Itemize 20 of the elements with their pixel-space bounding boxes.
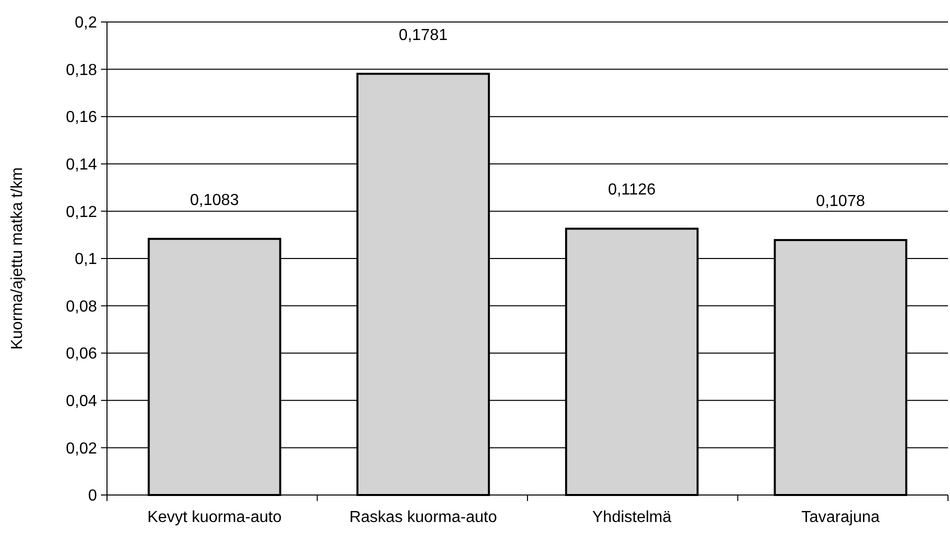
x-tick-label: Raskas kuorma-auto bbox=[349, 509, 498, 526]
x-tick-label: Yhdistelmä bbox=[592, 509, 672, 526]
y-tick-label: 0,2 bbox=[74, 14, 98, 32]
y-tick-label: 0,12 bbox=[66, 204, 98, 221]
y-axis-title: Kuorma/ajettu matka t/km bbox=[9, 167, 26, 350]
data-label: 0,1126 bbox=[608, 182, 656, 199]
y-tick-label: 0 bbox=[88, 488, 98, 505]
y-tick-label: 0,02 bbox=[66, 440, 98, 458]
y-tick-label: 0,04 bbox=[66, 393, 98, 410]
data-label: 0,1078 bbox=[816, 193, 866, 210]
x-tick-label: Kevyt kuorma-auto bbox=[147, 509, 282, 526]
data-label: 0,1781 bbox=[398, 26, 448, 44]
y-tick-label: 0,18 bbox=[66, 62, 98, 79]
y-tick-label: 0,08 bbox=[66, 298, 98, 316]
y-tick-label: 0,06 bbox=[66, 346, 98, 363]
data-label: 0,1083 bbox=[190, 192, 240, 209]
y-tick-label: 0,16 bbox=[66, 109, 98, 126]
y-tick-label: 0,1 bbox=[74, 251, 98, 268]
x-tick-label: Tavarajuna bbox=[801, 509, 880, 526]
y-tick-label: 0,14 bbox=[66, 156, 98, 174]
